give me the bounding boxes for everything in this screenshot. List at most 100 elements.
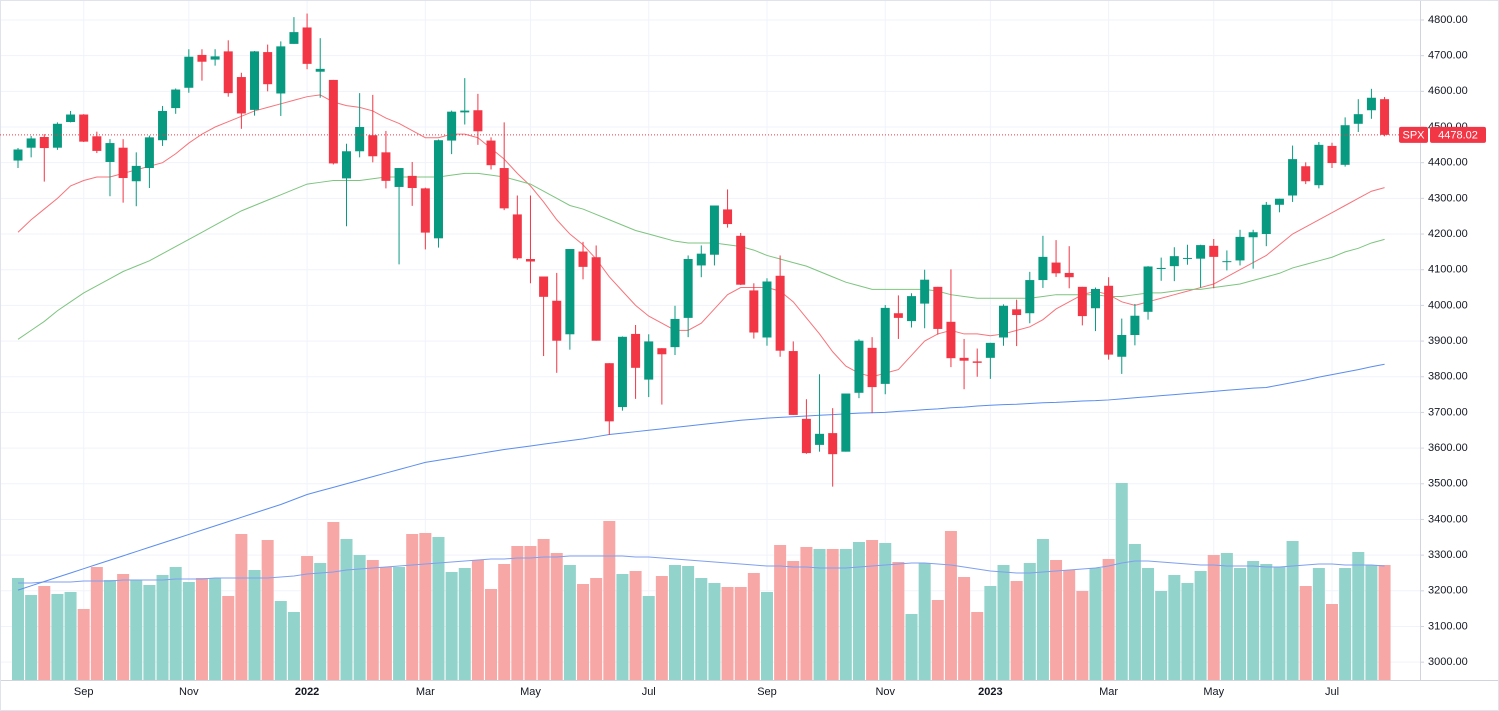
candle-body xyxy=(723,209,733,225)
candle-body xyxy=(1156,267,1166,270)
volume-bar xyxy=(682,566,695,680)
candle-body xyxy=(972,361,982,363)
volume-bar xyxy=(1299,586,1312,680)
candle-body xyxy=(1182,257,1192,259)
volume-bar xyxy=(498,564,511,680)
volume-bar xyxy=(997,565,1010,680)
candle-body xyxy=(1169,256,1179,267)
volume-bar xyxy=(537,539,550,680)
volume-bar xyxy=(852,542,865,680)
candle-body xyxy=(328,79,338,164)
volume-bar xyxy=(471,560,484,680)
volume-bar xyxy=(143,585,156,680)
volume-bar xyxy=(511,546,524,680)
candle-body xyxy=(447,111,457,141)
x-tick-label: May xyxy=(520,686,541,698)
volume-bar xyxy=(301,556,314,680)
volume-bar xyxy=(708,583,721,680)
x-tick-label: Nov xyxy=(875,686,895,698)
candle-body xyxy=(302,27,312,64)
x-tick-label: Nov xyxy=(179,686,199,698)
last-price-badge xyxy=(1430,126,1486,143)
volume-bar xyxy=(1365,565,1378,680)
candle-body xyxy=(815,433,825,445)
candle-body xyxy=(171,89,181,109)
volume-bar xyxy=(826,549,839,680)
moving-average-line xyxy=(17,94,1385,378)
volume-bar xyxy=(261,540,274,680)
volume-bar xyxy=(971,612,984,680)
candle-body xyxy=(394,168,404,187)
candle-body xyxy=(118,147,128,179)
candle-body xyxy=(79,114,89,142)
volume-bar xyxy=(1207,555,1220,680)
volume-bar xyxy=(905,614,918,680)
candle-body xyxy=(933,286,943,329)
x-tick-label: Jul xyxy=(642,686,656,698)
candle-body xyxy=(657,348,667,355)
volume-bar xyxy=(563,565,576,680)
candle-body xyxy=(552,300,562,341)
volume-bar xyxy=(1063,570,1076,680)
volume-ma-line xyxy=(18,555,1385,584)
x-tick-label: 2022 xyxy=(295,686,319,698)
y-tick-label: 4200.00 xyxy=(1428,228,1468,240)
candle-body xyxy=(1288,159,1298,196)
volume-bar xyxy=(839,549,852,680)
candle-body xyxy=(184,56,194,88)
moving-average-line xyxy=(17,363,1385,591)
volume-bar xyxy=(879,543,892,680)
y-tick-label: 3400.00 xyxy=(1428,513,1468,525)
volume-bar xyxy=(379,567,392,680)
candle-body xyxy=(512,214,522,259)
candle-body xyxy=(1222,261,1232,263)
volume-bar xyxy=(1181,583,1194,680)
moving-averages xyxy=(17,94,1385,591)
volume-bar xyxy=(353,555,366,680)
candle-body xyxy=(433,140,443,239)
volume-bar xyxy=(1115,483,1128,680)
x-tick-label: Sep xyxy=(757,686,777,698)
y-tick-label: 4700.00 xyxy=(1428,50,1468,62)
volume-bar xyxy=(1326,604,1338,680)
volume-bar xyxy=(800,547,813,680)
candle-body xyxy=(709,205,719,255)
candle-body xyxy=(985,342,995,358)
volume-bar xyxy=(774,545,787,680)
candle-body xyxy=(696,253,706,266)
volume-bar xyxy=(1339,568,1352,680)
candle-body xyxy=(499,168,509,209)
volume-bar xyxy=(25,595,38,680)
candle-body xyxy=(959,357,969,361)
volume-bar xyxy=(1036,539,1049,680)
candle-body xyxy=(565,249,575,335)
volume-bar xyxy=(695,578,708,680)
y-tick-label: 3000.00 xyxy=(1428,656,1468,668)
volume-bar xyxy=(958,577,971,680)
volume-bar xyxy=(1352,552,1365,680)
volume-bar xyxy=(866,540,879,680)
y-tick-label: 3600.00 xyxy=(1428,442,1468,454)
candle-body xyxy=(131,165,141,182)
volume-bar xyxy=(590,578,603,680)
candle-body xyxy=(26,138,36,148)
x-tick-label: Jul xyxy=(1325,686,1339,698)
x-tick-label: Sep xyxy=(74,686,94,698)
candle-body xyxy=(920,279,930,304)
candle-body xyxy=(289,32,299,44)
volume-bar xyxy=(787,561,800,680)
candle-body xyxy=(1143,266,1153,312)
candle-body xyxy=(1235,236,1245,261)
candle-body xyxy=(525,259,535,262)
candle-body xyxy=(999,305,1008,338)
candle-body xyxy=(263,52,273,85)
volume-bar xyxy=(1050,560,1063,680)
volume-bar xyxy=(287,612,300,680)
volume-bar xyxy=(1273,567,1286,680)
candle-body xyxy=(841,393,851,452)
y-tick-label: 4300.00 xyxy=(1428,192,1468,204)
y-tick-label: 3900.00 xyxy=(1428,335,1468,347)
volume-bar xyxy=(130,580,143,680)
candle-body xyxy=(854,340,864,393)
